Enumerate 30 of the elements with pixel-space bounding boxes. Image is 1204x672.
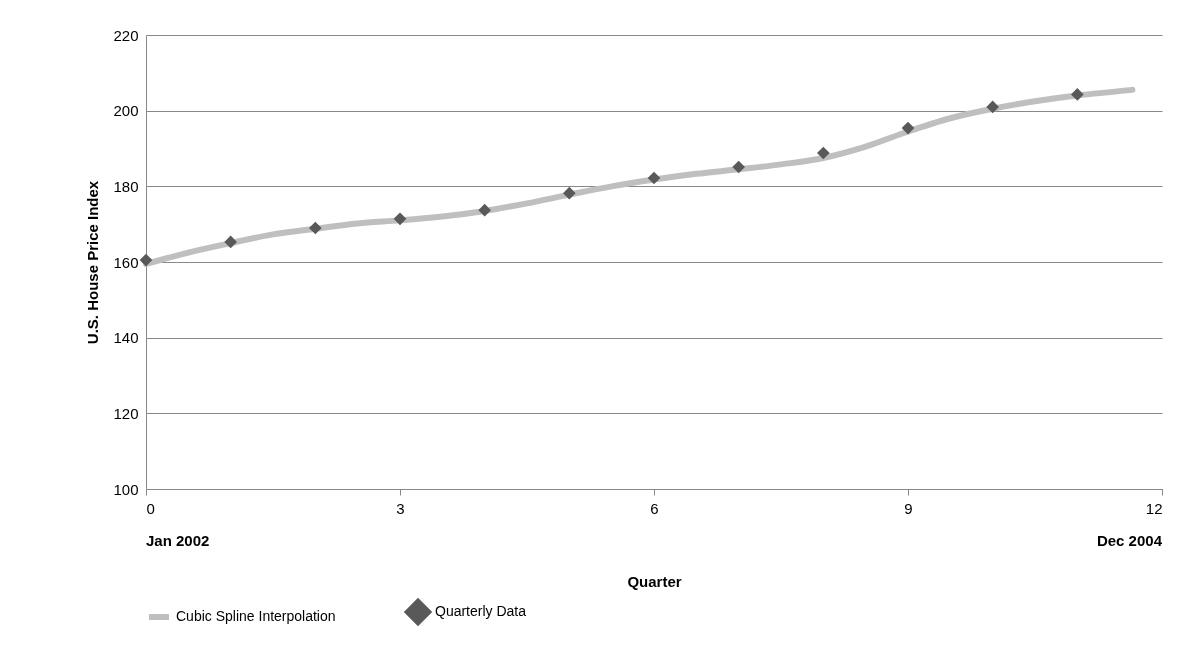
point: [309, 221, 322, 235]
legend-label: Quarterly Data: [435, 603, 527, 619]
y-tick-label: 160: [113, 253, 139, 271]
point: [1071, 88, 1084, 101]
y-tick-label: 220: [113, 26, 139, 44]
x-tick-label: 6: [650, 499, 659, 517]
point: [393, 212, 407, 226]
x-tick-label: 9: [904, 499, 913, 517]
point: [139, 253, 153, 267]
x-axis-title: Quarter: [627, 572, 682, 590]
point: [817, 146, 830, 160]
y-tick-label: 120: [113, 404, 139, 422]
y-tick-label: 200: [113, 102, 139, 120]
x-tick-label: 3: [396, 499, 405, 517]
point: [478, 203, 491, 217]
point: [563, 186, 576, 200]
point: [901, 121, 915, 135]
point: [986, 100, 999, 114]
point: [732, 160, 745, 174]
text: Jan 2002: [146, 532, 210, 549]
point: [647, 171, 661, 185]
point: [224, 235, 237, 249]
x-tick-label: 12: [1145, 499, 1163, 517]
y-tick-label: 140: [113, 329, 139, 347]
legend-label: Cubic Spline Interpolation: [176, 608, 336, 624]
y-axis-title: U.S. House Price Index: [84, 180, 102, 345]
x-tick-label: 0: [146, 499, 155, 517]
y-tick-label: 180: [113, 177, 139, 195]
text: Dec 2004: [1096, 532, 1163, 549]
y-tick-label: 100: [113, 480, 139, 498]
